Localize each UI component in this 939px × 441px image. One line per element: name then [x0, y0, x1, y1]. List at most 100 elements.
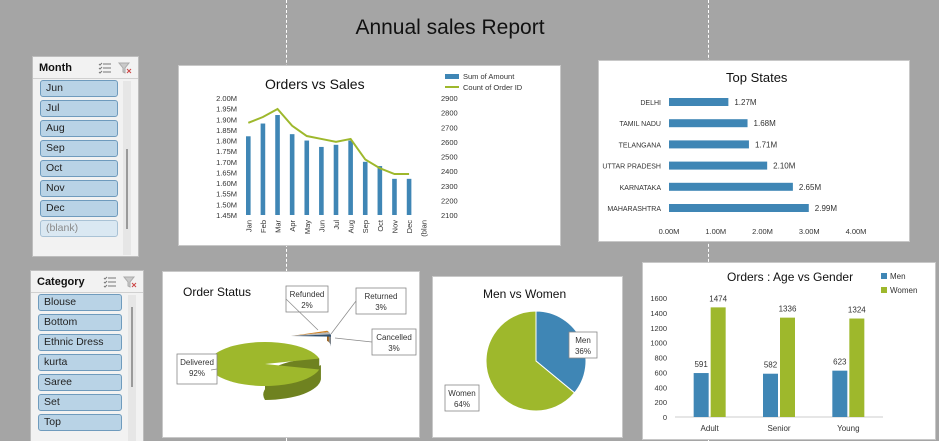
- category-slicer-item[interactable]: Saree: [38, 374, 122, 391]
- category-scroll-thumb[interactable]: [131, 307, 133, 387]
- men-vs-women-title: Men vs Women: [483, 287, 567, 301]
- women-bar: [849, 318, 865, 417]
- age-vs-gender-title: Orders : Age vs Gender: [727, 270, 854, 284]
- clear-filter-icon[interactable]: [122, 276, 137, 288]
- women-slice: [485, 310, 576, 412]
- month-slicer-item[interactable]: Jun: [40, 80, 118, 97]
- month-slicer-item[interactable]: Sep: [40, 140, 118, 157]
- y-tick-label: 1400: [650, 309, 667, 318]
- y-left-tick-label: 1.75M: [216, 147, 237, 156]
- y-tick-label: 1600: [650, 294, 667, 303]
- sales-bar: [362, 161, 368, 215]
- report-title: Annual sales Report: [355, 16, 545, 39]
- slice-label-box: [444, 384, 480, 412]
- y-left-tick-label: 1.55M: [216, 190, 237, 199]
- month-slicer-item[interactable]: Dec: [40, 200, 118, 217]
- x-tick-label: Young: [837, 424, 859, 433]
- state-bar: [669, 140, 749, 149]
- month-slicer-item[interactable]: Jul: [40, 100, 118, 117]
- multi-select-icon[interactable]: [98, 62, 112, 74]
- y-left-tick-label: 1.80M: [216, 137, 237, 146]
- y-right-tick-label: 2500: [441, 153, 458, 162]
- top-states-title: Top States: [726, 70, 788, 85]
- x-tick-label: Nov: [390, 220, 399, 234]
- category-slicer-item[interactable]: Ethnic Dress: [38, 334, 122, 351]
- men-bar: [693, 373, 709, 417]
- category-slicer-item[interactable]: Blouse: [38, 294, 122, 311]
- leader-line: [330, 300, 357, 335]
- y-left-tick-label: 1.50M: [216, 200, 237, 209]
- month-slicer-item[interactable]: (blank): [40, 220, 118, 237]
- x-tick-label: Senior: [767, 424, 790, 433]
- men-bar: [832, 370, 848, 417]
- slice-percent-label: 36%: [575, 347, 591, 356]
- slice-label-box: [568, 331, 598, 359]
- leader-line: [210, 368, 218, 371]
- multi-select-icon[interactable]: [103, 276, 117, 288]
- leader-line: [285, 298, 319, 331]
- state-bar: [669, 204, 809, 212]
- bar-value-label: 591: [694, 360, 708, 369]
- x-tick-label: (blan: [420, 220, 429, 237]
- legend-label-amount: Sum of Amount: [463, 72, 515, 81]
- slice-percent-label: 2%: [301, 301, 313, 310]
- category-slicer-item[interactable]: kurta: [38, 354, 122, 371]
- y-right-tick-label: 2400: [441, 167, 458, 176]
- state-label: TELANGANA: [619, 142, 662, 149]
- sales-bar: [392, 178, 397, 215]
- y-right-tick-label: 2200: [441, 196, 458, 205]
- slice-percent-label: 92%: [189, 369, 205, 378]
- sales-bar: [260, 123, 266, 215]
- y-tick-label: 1200: [650, 324, 667, 333]
- sales-bar: [246, 136, 251, 215]
- clear-filter-icon[interactable]: [117, 62, 132, 74]
- state-value-label: 1.68M: [754, 119, 777, 128]
- x-tick-label: May: [303, 220, 312, 234]
- category-slicer-scrollbar[interactable]: [128, 295, 136, 441]
- y-left-tick-label: 1.45M: [216, 211, 237, 220]
- month-slicer-scrollbar[interactable]: [123, 81, 131, 255]
- state-label: KARNATAKA: [620, 185, 662, 192]
- y-tick-label: 600: [654, 368, 667, 377]
- y-left-tick-label: 2.00M: [216, 94, 237, 103]
- y-right-tick-label: 2100: [441, 211, 458, 220]
- month-slicer-item[interactable]: Nov: [40, 180, 118, 197]
- month-slicer-item[interactable]: Aug: [40, 120, 118, 137]
- y-tick-label: 400: [654, 383, 667, 392]
- y-right-tick-label: 2800: [441, 109, 458, 118]
- month-slicer-item[interactable]: Oct: [40, 160, 118, 177]
- y-left-tick-label: 1.60M: [216, 179, 237, 188]
- x-tick-label: Aug: [347, 220, 356, 233]
- x-tick-label: Mar: [274, 220, 283, 233]
- y-tick-label: 200: [654, 398, 667, 407]
- category-slicer-item[interactable]: Set: [38, 394, 122, 411]
- y-right-tick-label: 2900: [441, 94, 458, 103]
- legend-label-men: Men: [890, 272, 906, 281]
- sales-bar: [304, 140, 310, 215]
- category-slicer-item[interactable]: Top: [38, 414, 122, 431]
- age-vs-gender-panel: Orders : Age vs Gender 0 200 400 600 800 1000…: [642, 262, 936, 440]
- y-left-tick-label: 1.70M: [216, 158, 237, 167]
- top-states-chart: DELHI 1.27M TAMIL NADU 1.68M TELANGANA 1.71M U…: [602, 98, 867, 236]
- month-slicer: Month Jun Jul Aug Sep Oct Nov Dec (blank): [32, 56, 139, 257]
- x-tick-label: 4.00M: [846, 227, 867, 236]
- legend-swatch-men: [881, 273, 887, 279]
- men-vs-women-chart: Men 36% Women 64%: [444, 310, 598, 412]
- y-tick-label: 0: [663, 413, 667, 422]
- y-left-tick-label: 1.90M: [216, 115, 237, 124]
- state-label: TAMIL NADU: [619, 121, 661, 128]
- sales-bar: [289, 134, 295, 215]
- month-slicer-title: Month: [39, 61, 72, 74]
- slice-label-box: [355, 287, 407, 315]
- month-scroll-thumb[interactable]: [126, 149, 128, 229]
- x-tick-label: Jul: [332, 220, 341, 230]
- slice-label-box: [371, 328, 417, 356]
- x-tick-label: Dec: [405, 220, 414, 234]
- order-status-panel: Order Status Delivered 92% Refunded 2% Retur…: [162, 271, 420, 438]
- order-status-title: Order Status: [183, 285, 252, 299]
- category-slicer-item[interactable]: Bottom: [38, 314, 122, 331]
- men-vs-women-panel: Men vs Women Men 36% Women 64%: [432, 276, 623, 438]
- sales-bar: [319, 146, 324, 215]
- y-right-tick-label: 2700: [441, 123, 458, 132]
- y-left-tick-label: 1.65M: [216, 168, 237, 177]
